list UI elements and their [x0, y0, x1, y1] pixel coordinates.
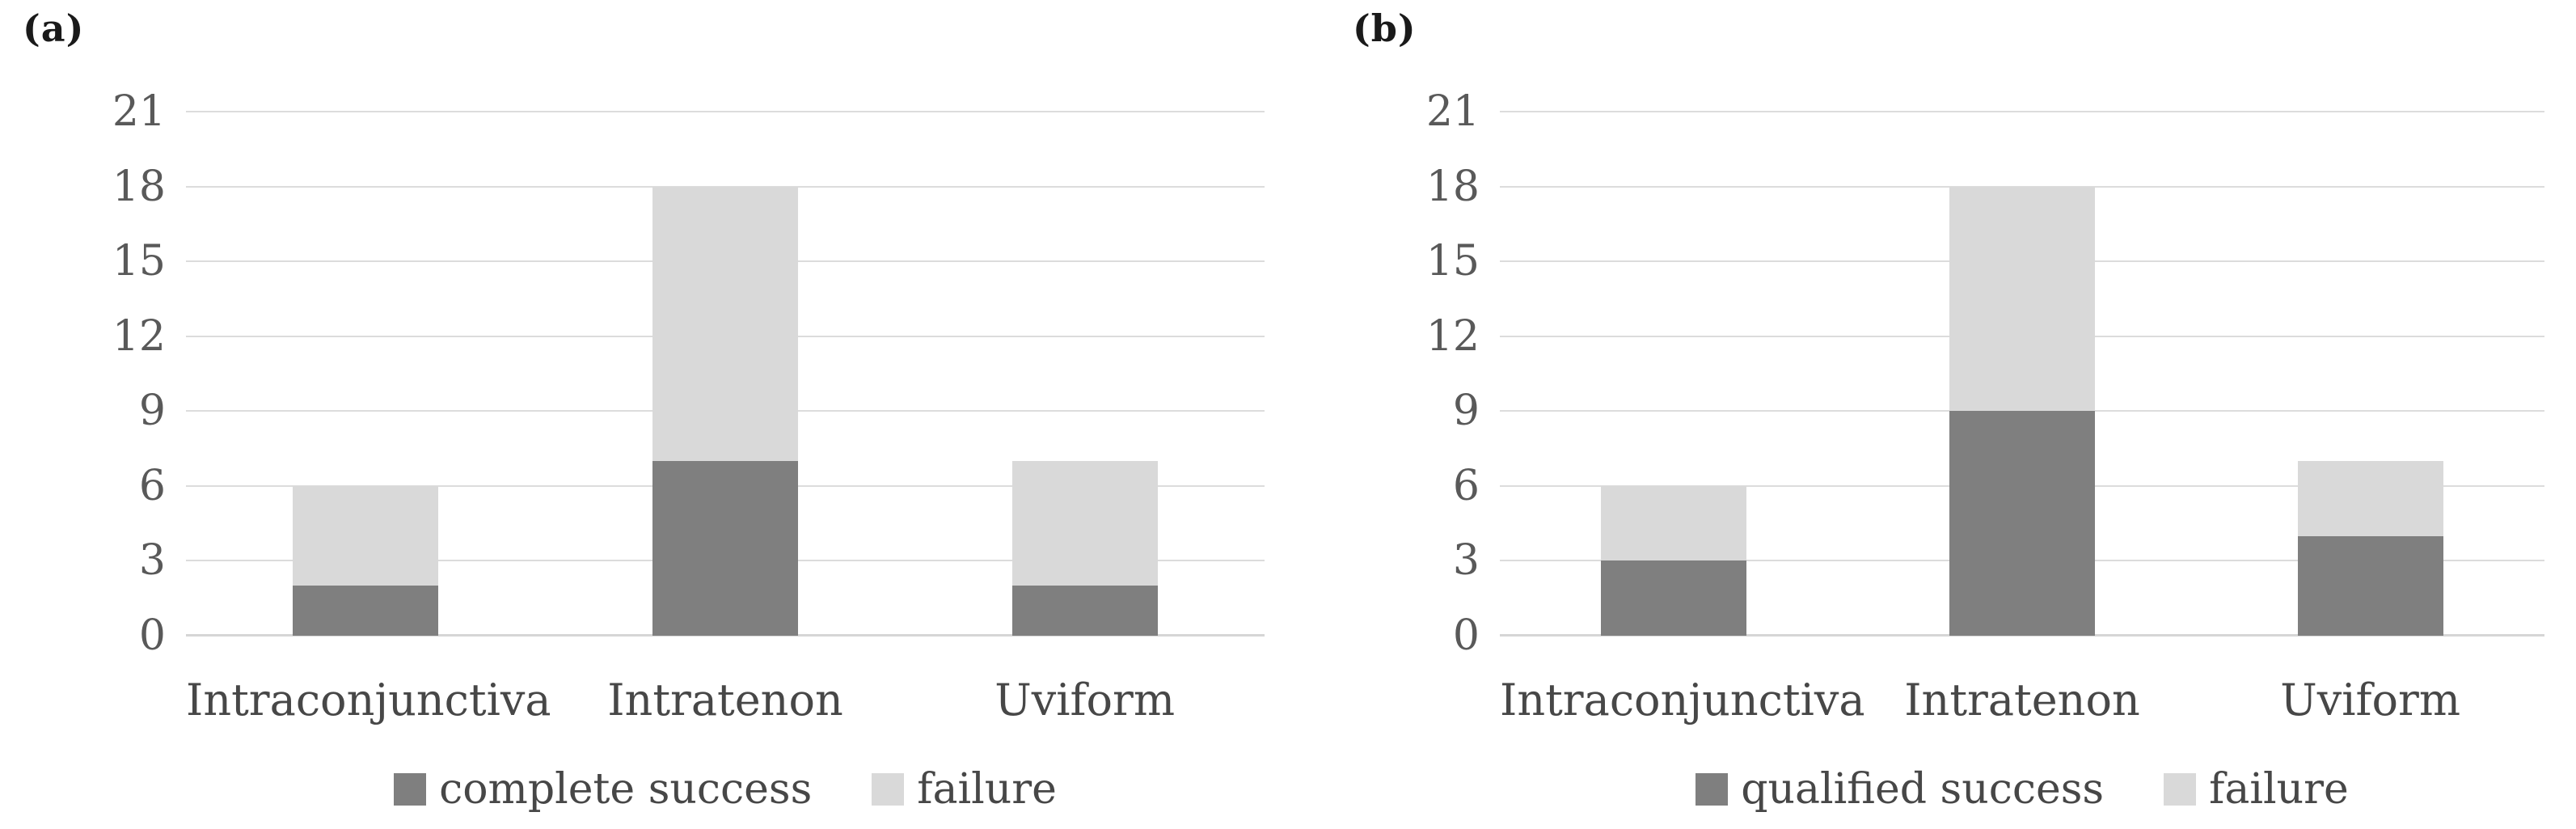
bar-uviform: [1011, 461, 1158, 636]
legend-item-failure: failure: [872, 767, 1057, 812]
x-label-intratenon: Intratenon: [1904, 675, 2140, 725]
y-tick-label-9: 9: [1452, 387, 1480, 436]
legend: complete success failure: [186, 767, 1265, 812]
x-label-intraconjunctiva: Intraconjunctiva: [1500, 675, 1865, 725]
legend-item-complete-success: complete success: [394, 767, 812, 812]
panel-label-b: (b): [1353, 6, 1417, 50]
legend-item-qualified-success: qualified success: [1696, 767, 2104, 812]
y-tick-label-18: 18: [1425, 162, 1480, 211]
legend-swatch-icon: [1696, 773, 1729, 806]
y-tick-label-3: 3: [1452, 536, 1480, 586]
bar-intratenon: [1949, 186, 2095, 636]
legend-label: failure: [2209, 765, 2349, 814]
legend-swatch-icon: [394, 773, 427, 806]
plot-area: [1500, 111, 2544, 637]
y-tick-label-15: 15: [112, 237, 166, 286]
legend-swatch-icon: [872, 773, 905, 806]
legend-item-failure: failure: [2164, 767, 2349, 812]
bar-intratenon: [652, 186, 798, 636]
x-label-intraconjunctiva: Intraconjunctiva: [186, 675, 551, 725]
y-tick-label-12: 12: [1425, 311, 1480, 361]
chart-panel-a: (a) 0 3 6 9 12 15 18 21 Intraconjunctiva Intrate…: [23, 6, 1265, 812]
bar-segment-qualified-success: [1601, 560, 1747, 636]
legend-label: complete success: [439, 765, 813, 814]
bar-uviform: [2297, 461, 2443, 636]
bar-segment-complete-success: [1011, 586, 1158, 636]
y-tick-label-15: 15: [1425, 237, 1480, 286]
panel-label-a: (a): [23, 6, 85, 50]
bar-segment-failure: [2297, 461, 2443, 536]
y-tick-label-0: 0: [138, 611, 166, 660]
y-tick-label-6: 6: [138, 461, 166, 510]
gridline-y18: [186, 185, 1265, 188]
y-tick-label-18: 18: [112, 162, 166, 211]
y-tick-label-0: 0: [1452, 611, 1480, 660]
y-tick-label-21: 21: [1425, 87, 1480, 136]
bar-segment-qualified-success: [2297, 535, 2443, 636]
bar-segment-complete-success: [293, 586, 439, 636]
gridline-y21: [1500, 111, 2544, 112]
bar-intraconjunctiva: [1601, 485, 1747, 636]
y-tick-label-3: 3: [138, 536, 166, 586]
bar-segment-failure: [293, 485, 439, 586]
bar-segment-failure: [1011, 461, 1158, 586]
bar-segment-qualified-success: [1949, 411, 2095, 636]
x-label-intratenon: Intratenon: [607, 675, 843, 725]
legend-swatch-icon: [2164, 773, 2197, 806]
x-label-uviform: Uviform: [2280, 675, 2461, 725]
y-tick-label-6: 6: [1452, 461, 1480, 510]
y-tick-label-9: 9: [138, 387, 166, 436]
bar-segment-complete-success: [652, 461, 798, 636]
bar-segment-failure: [1601, 485, 1747, 561]
gridline-y18: [1500, 185, 2544, 188]
gridline-y21: [186, 111, 1265, 112]
legend-label: failure: [917, 765, 1057, 814]
legend: qualified success failure: [1500, 767, 2544, 812]
bar-segment-failure: [1949, 186, 2095, 412]
plot-area: [186, 111, 1265, 637]
legend-label: qualified success: [1741, 765, 2105, 814]
y-tick-label-12: 12: [112, 311, 166, 361]
x-label-uviform: Uviform: [995, 675, 1176, 725]
y-tick-label-21: 21: [112, 87, 166, 136]
bar-segment-failure: [652, 186, 798, 461]
bar-intraconjunctiva: [293, 485, 439, 636]
chart-panel-b: (b) 0 3 6 9 12 15 18 21 Intraconjunctiva Intrate…: [1288, 0, 2576, 829]
